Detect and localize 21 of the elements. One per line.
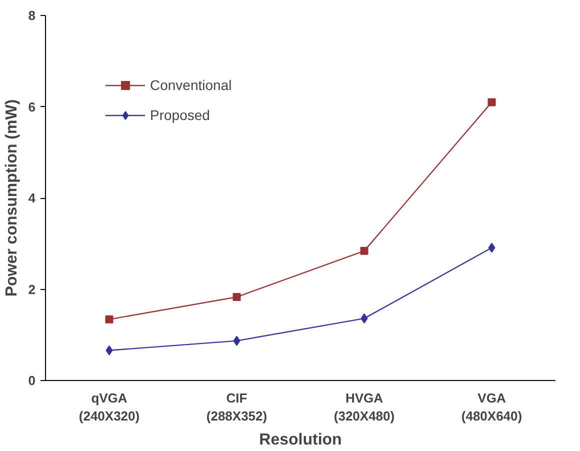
point <box>106 345 113 356</box>
y-tick-label: 0 <box>28 373 36 388</box>
y-tick-label: 4 <box>28 190 36 206</box>
y-axis-title: Power consumption (mW) <box>3 99 20 297</box>
x-tick-label: CIF (288X352) <box>206 390 268 424</box>
x-tick-label: qVGA (240X320) <box>78 390 140 424</box>
point <box>360 246 368 255</box>
y-tick-label: 6 <box>28 99 36 114</box>
legend-label: Conventional <box>150 77 232 93</box>
point <box>105 315 114 324</box>
x-axis-title: Resolution <box>259 432 342 448</box>
point <box>232 293 241 302</box>
y-tick-label: 8 <box>28 8 36 23</box>
legend-label: Proposed <box>150 107 210 123</box>
point <box>360 313 368 324</box>
y-tick-label: 2 <box>28 282 36 297</box>
point <box>488 242 496 253</box>
point <box>488 98 496 106</box>
point <box>233 336 240 346</box>
x-tick-label: VGA (480X640) <box>461 390 522 424</box>
x-tick-label: HVGA (320X480) <box>334 390 395 424</box>
